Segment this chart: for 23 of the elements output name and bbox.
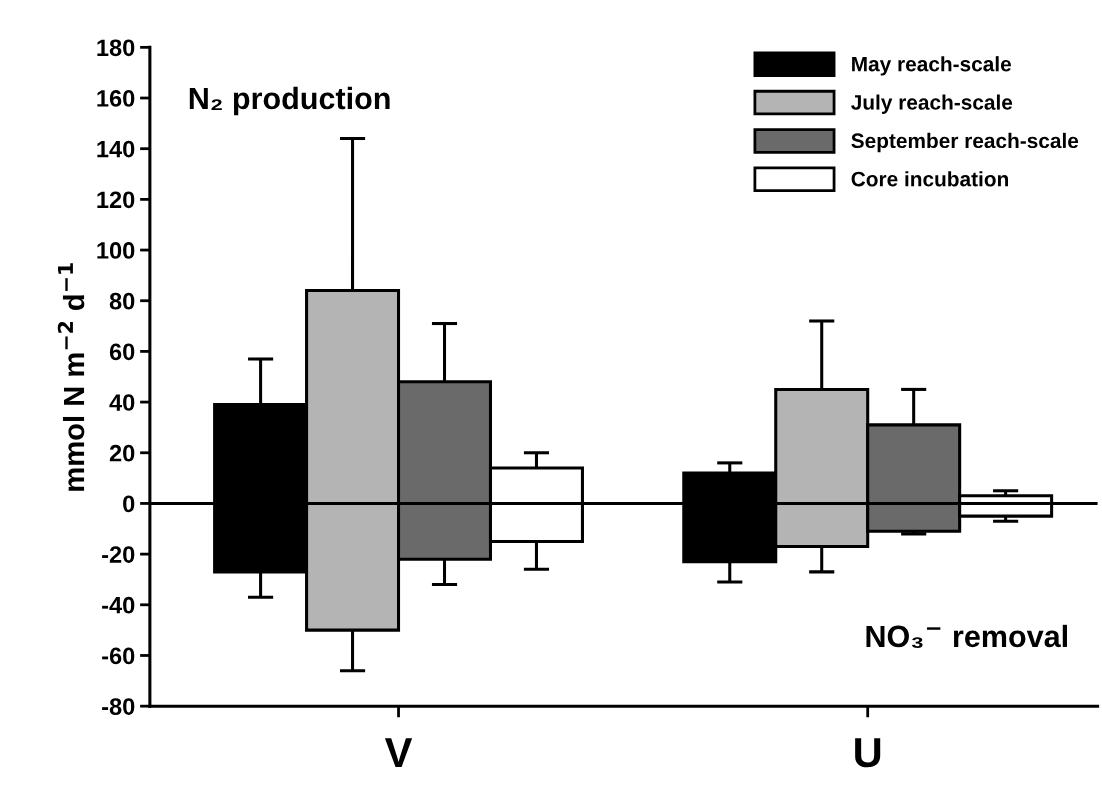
y-tick-label: 120 bbox=[97, 191, 135, 209]
y-tick-label: 80 bbox=[109, 292, 135, 310]
y-tick-label: -40 bbox=[102, 596, 135, 614]
x-tick-label: V bbox=[384, 738, 413, 767]
y-tick-label: -20 bbox=[102, 546, 135, 563]
y-tick-label: 0 bbox=[123, 495, 135, 513]
x-tick-label: U bbox=[855, 738, 881, 768]
y-tick-label: -60 bbox=[102, 647, 135, 665]
annotation: N₂ production bbox=[189, 86, 390, 116]
legend-label: July reach-scale bbox=[851, 94, 1013, 114]
y-tick-label: 60 bbox=[109, 343, 135, 361]
y-tick-label: 140 bbox=[97, 140, 135, 158]
annotation: NO₃$^{−}$ removal bbox=[866, 624, 1067, 649]
y-axis-title: mmol N m$^{−2}$ d$^{−1}$ bbox=[57, 263, 85, 491]
y-tick-label: 180 bbox=[97, 39, 135, 57]
y-tick-label: 20 bbox=[109, 444, 135, 462]
legend-label: May reach-scale bbox=[852, 56, 1011, 76]
y-tick-label: 40 bbox=[109, 394, 135, 411]
legend-label: September reach-scale bbox=[851, 132, 1079, 153]
y-tick-label: -80 bbox=[102, 698, 135, 715]
legend-label: Core incubation bbox=[851, 171, 1009, 187]
y-tick-label: 160 bbox=[97, 90, 135, 107]
y-tick-label: 100 bbox=[97, 242, 135, 259]
